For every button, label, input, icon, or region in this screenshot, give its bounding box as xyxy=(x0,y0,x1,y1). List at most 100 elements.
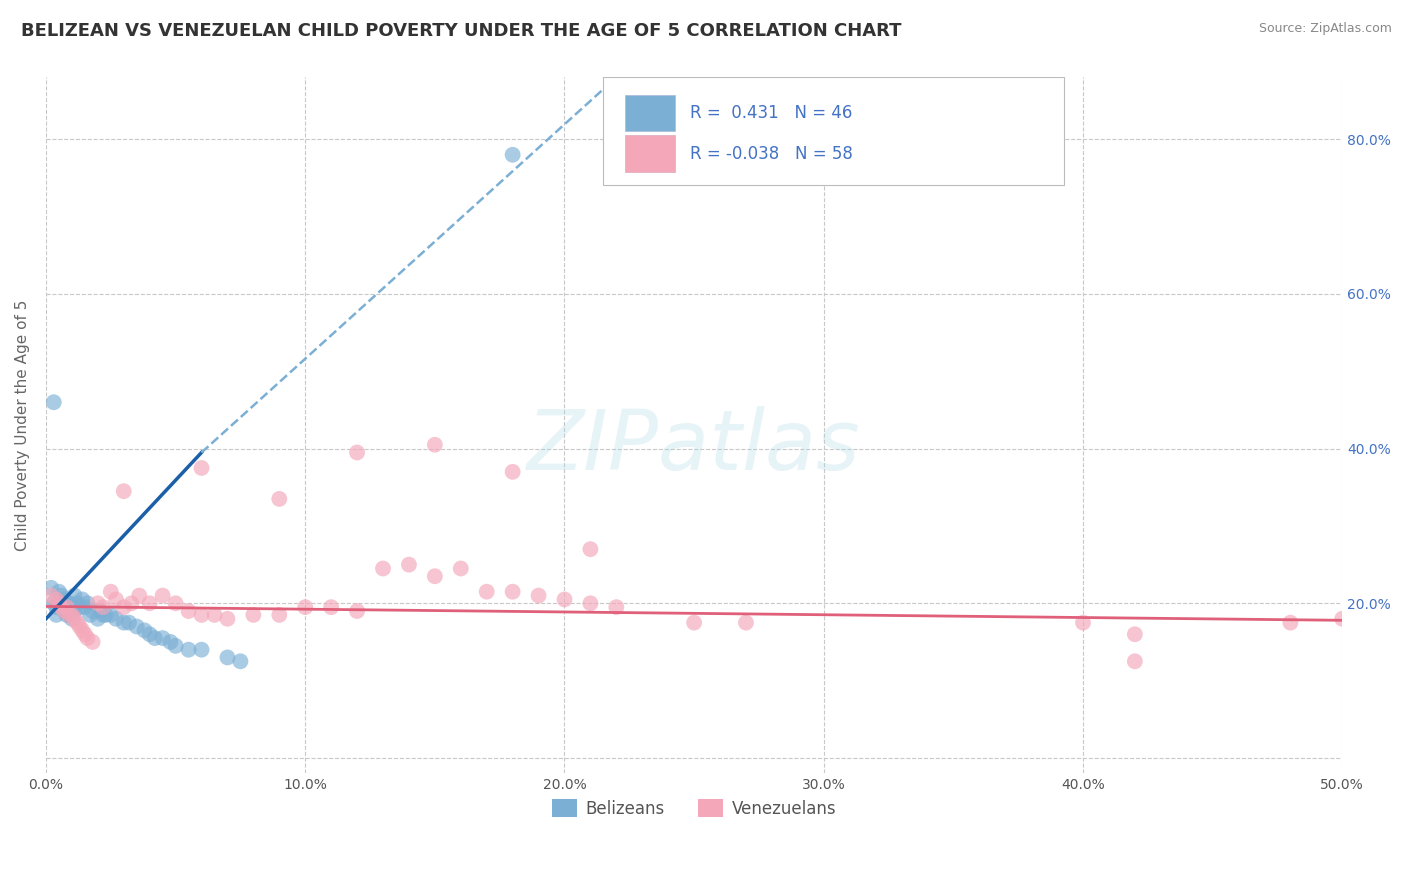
Point xyxy=(165,639,187,653)
Point xyxy=(104,612,127,626)
Point xyxy=(94,607,117,622)
Point xyxy=(450,561,472,575)
Point xyxy=(63,604,86,618)
Point xyxy=(118,615,141,630)
Point xyxy=(165,596,187,610)
Point xyxy=(60,612,83,626)
Point xyxy=(73,600,96,615)
Point xyxy=(82,635,104,649)
Point xyxy=(55,607,77,622)
Point xyxy=(112,615,135,630)
Point xyxy=(128,589,150,603)
Point xyxy=(159,635,181,649)
Point xyxy=(76,596,98,610)
Point xyxy=(294,600,316,615)
Point xyxy=(735,615,758,630)
Point xyxy=(39,589,62,603)
Point xyxy=(125,619,148,633)
Point xyxy=(177,642,200,657)
Point xyxy=(134,624,156,638)
Point xyxy=(190,642,212,657)
Point xyxy=(82,604,104,618)
Text: BELIZEAN VS VENEZUELAN CHILD POVERTY UNDER THE AGE OF 5 CORRELATION CHART: BELIZEAN VS VENEZUELAN CHILD POVERTY UND… xyxy=(21,22,901,40)
Point xyxy=(527,589,550,603)
Point xyxy=(45,592,67,607)
Point xyxy=(346,445,368,459)
Point xyxy=(89,604,111,618)
Point xyxy=(217,650,239,665)
Point xyxy=(579,596,602,610)
Point xyxy=(45,600,67,615)
Point xyxy=(190,607,212,622)
Point xyxy=(112,484,135,499)
Point xyxy=(100,607,122,622)
Point xyxy=(42,596,65,610)
Point xyxy=(138,596,160,610)
Point xyxy=(475,584,498,599)
Point xyxy=(91,600,114,615)
Text: R = -0.038   N = 58: R = -0.038 N = 58 xyxy=(690,145,853,162)
Point xyxy=(72,624,94,638)
Point xyxy=(87,612,110,626)
Point xyxy=(346,604,368,618)
Point xyxy=(1331,612,1354,626)
Point xyxy=(371,561,394,575)
Point xyxy=(398,558,420,572)
Point xyxy=(53,604,76,618)
Point xyxy=(87,596,110,610)
Y-axis label: Child Poverty Under the Age of 5: Child Poverty Under the Age of 5 xyxy=(15,300,30,551)
Point xyxy=(112,600,135,615)
Point xyxy=(53,592,76,607)
Point xyxy=(55,596,77,610)
Point xyxy=(269,491,291,506)
Point xyxy=(152,631,174,645)
Point xyxy=(60,607,83,622)
Point xyxy=(269,607,291,622)
Point xyxy=(177,604,200,618)
Point xyxy=(53,604,76,618)
Point xyxy=(423,438,446,452)
Point xyxy=(1123,627,1146,641)
Point xyxy=(51,600,73,615)
Point xyxy=(1279,615,1302,630)
Point xyxy=(42,395,65,409)
Point xyxy=(45,607,67,622)
Point xyxy=(63,612,86,626)
Point xyxy=(69,619,91,633)
Point xyxy=(60,600,83,615)
Point xyxy=(143,631,166,645)
Point xyxy=(229,654,252,668)
Point xyxy=(58,596,80,610)
Point xyxy=(58,607,80,622)
Text: R =  0.431   N = 46: R = 0.431 N = 46 xyxy=(690,104,852,122)
Text: ZIPatlas: ZIPatlas xyxy=(527,406,860,487)
Point xyxy=(138,627,160,641)
Point xyxy=(1123,654,1146,668)
Point xyxy=(91,607,114,622)
Legend: Belizeans, Venezuelans: Belizeans, Venezuelans xyxy=(546,793,842,824)
Point xyxy=(502,148,524,162)
Point xyxy=(48,596,70,610)
Text: Source: ZipAtlas.com: Source: ZipAtlas.com xyxy=(1258,22,1392,36)
Point xyxy=(579,542,602,557)
Point xyxy=(217,612,239,626)
Point xyxy=(683,615,706,630)
Point xyxy=(321,600,343,615)
Point xyxy=(73,627,96,641)
Point xyxy=(69,600,91,615)
Point xyxy=(48,596,70,610)
Point xyxy=(58,607,80,622)
Point xyxy=(1071,615,1094,630)
Point xyxy=(63,589,86,603)
Point xyxy=(121,596,143,610)
Point xyxy=(72,592,94,607)
Point xyxy=(76,631,98,645)
Point xyxy=(502,584,524,599)
Point xyxy=(204,607,226,622)
FancyBboxPatch shape xyxy=(603,78,1063,186)
Point xyxy=(242,607,264,622)
Point xyxy=(66,615,89,630)
Point xyxy=(66,596,89,610)
Point xyxy=(423,569,446,583)
Point xyxy=(190,461,212,475)
